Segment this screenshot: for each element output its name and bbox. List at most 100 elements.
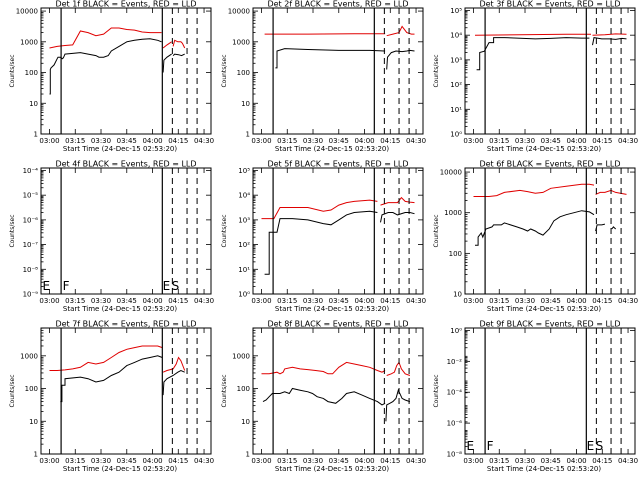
x-tick-label: 04:15	[168, 137, 188, 145]
y-tick-label: 10000	[16, 8, 38, 16]
detector-panel-4: Det 4f BLACK = Events, RED = LLD 10⁻⁹ 10⁻⁸…	[9, 160, 214, 314]
y-tick-label: 10⁰	[238, 291, 250, 299]
marker-letter-f: F	[63, 279, 70, 293]
x-axis-label: Start Time (24-Dec-15 02:53:20)	[275, 145, 389, 153]
y-tick-label: 10	[241, 418, 250, 426]
y-tick-label: 100	[237, 385, 250, 393]
y-tick-label: 10000	[228, 8, 250, 16]
series-line-events-end	[172, 53, 185, 57]
x-axis-label: Start Time (24-Dec-15 02:53:20)	[487, 145, 601, 153]
x-tick-label: 03:30	[515, 457, 535, 465]
plot-frame	[40, 7, 212, 135]
marker-letter-s: S	[172, 279, 180, 293]
x-tick-label: 03:00	[39, 457, 59, 465]
series-line-lld-late	[386, 25, 415, 37]
x-tick-label: 03:15	[277, 457, 297, 465]
y-tick-label: 10	[453, 291, 462, 299]
y-axis-label: Counts/sec	[433, 374, 440, 407]
y-tick-label: 10²	[450, 81, 462, 89]
x-tick-label: 03:15	[277, 137, 297, 145]
x-tick-label: 04:00	[354, 137, 374, 145]
series-line-lld	[49, 27, 162, 49]
y-tick-label: 100	[25, 69, 38, 77]
y-tick-label: 1000	[20, 38, 38, 46]
series-line-events	[476, 37, 590, 71]
plot-frame	[252, 167, 424, 295]
series-line-events-end	[611, 226, 617, 230]
x-axis-label: Start Time (24-Dec-15 02:53:20)	[63, 465, 177, 473]
x-tick-label: 03:30	[515, 297, 535, 305]
x-tick-label: 03:30	[91, 137, 111, 145]
x-tick-label: 04:30	[406, 297, 426, 305]
detector-panel-2: Det 2f BLACK = Events, RED = LLD 1 10 100 10…	[221, 0, 426, 153]
y-tick-label: 1	[34, 451, 38, 459]
series-line-lld-late	[592, 33, 627, 36]
panel-title: Det 1f BLACK = Events, RED = LLD	[55, 0, 196, 9]
x-tick-label: 03:00	[39, 137, 59, 145]
y-tick-label: 10000	[440, 169, 462, 177]
y-tick-label: 1000	[232, 352, 250, 360]
y-tick-label: 10⁻⁴	[23, 167, 39, 175]
plot-frame	[40, 327, 212, 455]
y-tick-label: 100	[25, 385, 38, 393]
x-tick-label: 04:30	[618, 137, 638, 145]
y-tick-label: 10⁻²	[447, 358, 463, 366]
series-line-lld-end	[172, 39, 186, 49]
x-tick-label: 03:45	[329, 297, 349, 305]
plot-frame	[464, 167, 636, 295]
y-tick-label: 10³	[450, 56, 462, 64]
series-line-events	[49, 38, 162, 95]
y-axis-label: Counts/sec	[433, 54, 440, 87]
x-axis-label: Start Time (24-Dec-15 02:53:20)	[63, 145, 177, 153]
x-tick-label: 03:15	[489, 457, 509, 465]
x-tick-label: 04:30	[194, 457, 214, 465]
x-tick-label: 04:15	[168, 297, 188, 305]
x-axis-label: Start Time (24-Dec-15 02:53:20)	[487, 465, 601, 473]
y-tick-label: 10	[29, 418, 38, 426]
marker-letter-e: E	[587, 439, 595, 453]
series-line-lld	[474, 33, 591, 36]
x-axis-label: Start Time (24-Dec-15 02:53:20)	[487, 305, 601, 313]
x-tick-label: 03:00	[39, 297, 59, 305]
marker-letter-e: E	[467, 439, 475, 453]
series-line-events-late	[386, 49, 415, 70]
y-axis-label: Counts/sec	[221, 374, 228, 407]
plot-frame	[252, 327, 424, 455]
y-axis-label: Counts/sec	[433, 214, 440, 247]
x-tick-label: 03:15	[65, 137, 85, 145]
y-tick-label: 10⁵	[238, 167, 250, 175]
series-line-events	[60, 355, 163, 403]
y-axis-label: Counts/sec	[9, 374, 16, 407]
y-tick-label: 10²	[238, 241, 250, 249]
x-tick-label: 04:00	[142, 297, 162, 305]
x-tick-label: 03:30	[303, 297, 323, 305]
series-line-events-late	[162, 369, 185, 396]
y-tick-label: 10⁻⁸	[23, 266, 39, 274]
x-tick-label: 04:30	[406, 137, 426, 145]
x-tick-label: 04:15	[592, 297, 612, 305]
x-tick-label: 04:30	[618, 297, 638, 305]
y-tick-label: 10⁴	[450, 32, 462, 40]
series-line-events	[275, 48, 386, 69]
x-tick-label: 03:15	[489, 297, 509, 305]
series-line-lld	[261, 199, 378, 220]
plot-frame	[252, 7, 424, 135]
x-tick-label: 04:15	[380, 297, 400, 305]
x-tick-label: 04:00	[566, 297, 586, 305]
series-line-lld-late	[386, 361, 411, 376]
x-tick-label: 03:15	[489, 137, 509, 145]
x-tick-label: 03:45	[117, 457, 137, 465]
x-tick-label: 04:30	[194, 297, 214, 305]
series-line-events	[264, 210, 378, 275]
y-tick-label: 10⁻⁵	[23, 192, 39, 200]
y-tick-label: 1000	[444, 209, 462, 217]
x-tick-label: 04:30	[406, 457, 426, 465]
x-tick-label: 03:30	[303, 457, 323, 465]
x-tick-label: 03:15	[277, 297, 297, 305]
x-axis-label: Start Time (24-Dec-15 02:53:20)	[275, 305, 389, 313]
y-tick-label: 10⁵	[450, 7, 462, 15]
x-tick-label: 04:30	[194, 137, 214, 145]
y-tick-label: 1000	[232, 38, 250, 46]
series-line-events-late	[595, 223, 606, 232]
